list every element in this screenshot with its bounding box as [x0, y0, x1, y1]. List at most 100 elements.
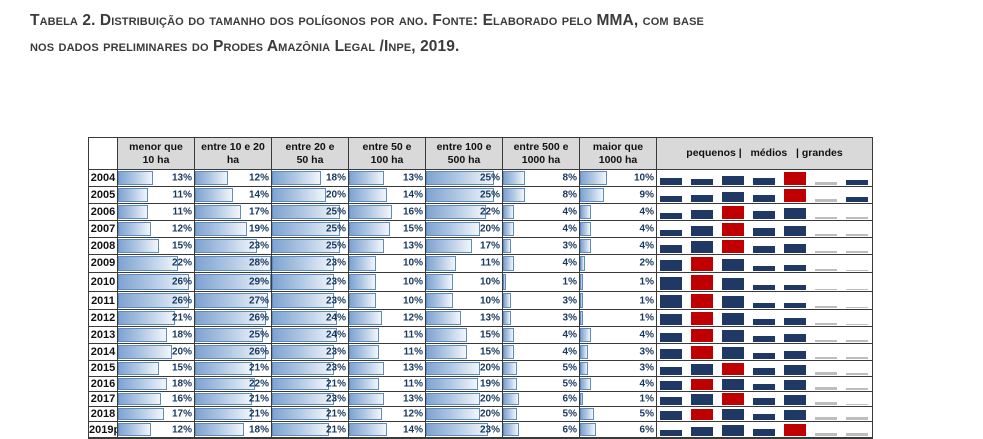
data-bar: [118, 221, 151, 236]
value-label: 1%: [562, 276, 577, 288]
spark-bar: [722, 191, 744, 202]
value-label: 13%: [402, 393, 423, 405]
value-label: 8%: [562, 189, 577, 201]
value-cell: 21%: [194, 360, 272, 377]
value-cell: 19%: [425, 375, 503, 392]
data-bar: [426, 187, 494, 202]
data-bar: [195, 273, 271, 291]
spark-bar: [660, 411, 682, 420]
value-label: 11%: [403, 346, 423, 358]
value-cell: 5%: [502, 360, 580, 377]
table-row: 2004 13% 12% 18% 13% 25% 8% 10%: [88, 169, 873, 187]
value-cell: 26%: [117, 291, 195, 311]
value-label: 17%: [171, 408, 192, 420]
data-bar: [426, 423, 489, 436]
spark-bar: [660, 349, 682, 359]
sparkline-cell: [656, 390, 873, 408]
value-label: 23%: [325, 257, 346, 269]
data-bar: [426, 392, 481, 406]
spark-bar: [660, 366, 682, 375]
table-row: 2013 18% 25% 24% 11% 15% 4% 4%: [88, 326, 873, 345]
value-cell: 21%: [271, 421, 349, 439]
data-bar: [195, 171, 228, 185]
spark-bar: [784, 395, 806, 406]
value-cell: 12%: [348, 406, 426, 422]
spark-bar: [815, 250, 837, 253]
value-cell: 11%: [425, 253, 503, 273]
spark-bar: [660, 314, 682, 326]
value-label: 21%: [248, 393, 269, 405]
data-bar: [118, 423, 151, 436]
data-bar: [503, 408, 517, 420]
value-cell: 13%: [348, 169, 426, 187]
data-bar: [580, 377, 591, 390]
table-row: 2011 26% 27% 23% 10% 10% 3% 1%: [88, 291, 873, 311]
spark-bar: [753, 353, 775, 359]
spark-bar: [846, 250, 868, 253]
data-bar: [580, 204, 591, 219]
sparkline-cell: [656, 219, 873, 238]
sparkline-cell: [656, 291, 873, 311]
value-cell: 23%: [271, 253, 349, 273]
value-label: 4%: [562, 346, 577, 358]
spark-bar: [753, 177, 775, 185]
spark-bar: [691, 346, 713, 359]
value-cell: 1%: [579, 291, 657, 311]
value-cell: 4%: [579, 236, 657, 255]
spark-bar: [722, 205, 744, 219]
data-bar: [426, 362, 481, 375]
spark-bar: [815, 306, 837, 309]
data-bar: [349, 204, 393, 219]
spark-bar: [846, 372, 868, 375]
value-label: 23%: [248, 240, 269, 252]
value-cell: 18%: [117, 375, 195, 392]
value-cell: 6%: [502, 390, 580, 408]
value-cell: 10%: [579, 169, 657, 187]
value-cell: 22%: [117, 253, 195, 273]
spark-bar: [815, 216, 837, 219]
value-cell: 6%: [579, 421, 657, 439]
spark-bar: [846, 324, 868, 326]
spark-bar: [815, 357, 837, 359]
value-cell: 1%: [579, 271, 657, 293]
data-bar: [503, 423, 520, 436]
data-bar: [195, 408, 252, 420]
data-bar: [580, 187, 605, 202]
value-label: 15%: [479, 346, 500, 358]
table-row: 2016 18% 22% 21% 11% 19% 5% 4%: [88, 375, 873, 392]
value-cell: 15%: [348, 219, 426, 238]
value-label: 25%: [479, 189, 500, 201]
value-label: 13%: [171, 172, 192, 184]
value-label: 12%: [171, 223, 192, 235]
value-cell: 17%: [425, 236, 503, 255]
value-cell: 10%: [348, 253, 426, 273]
value-label: 16%: [402, 206, 423, 218]
spark-bar: [753, 227, 775, 236]
spark-bar: [846, 233, 868, 236]
value-cell: 25%: [271, 236, 349, 255]
year-cell: 2009: [88, 253, 118, 273]
value-label: 13%: [402, 362, 423, 374]
data-bar: [503, 362, 517, 375]
spark-bar: [784, 207, 806, 219]
data-bar: [195, 311, 266, 326]
data-bar: [118, 311, 175, 326]
data-bar: [426, 328, 467, 343]
value-label: 6%: [562, 424, 577, 435]
value-cell: 4%: [579, 326, 657, 345]
spark-bar: [846, 417, 868, 420]
value-label: 25%: [325, 223, 346, 235]
table-caption: Tabela 2. Distribuição do tamanho dos po…: [30, 12, 704, 55]
corner-cell: [88, 137, 118, 170]
value-cell: 18%: [194, 421, 272, 439]
data-bar: [580, 408, 594, 420]
spark-bar: [660, 397, 682, 406]
data-bar: [503, 204, 514, 219]
data-bar: [195, 204, 242, 219]
spark-bar: [722, 313, 744, 326]
year-cell: 2016: [88, 375, 118, 392]
spark-bar: [753, 245, 775, 253]
data-bar: [272, 362, 335, 375]
spark-bar: [691, 275, 713, 291]
spark-bar: [660, 212, 682, 219]
